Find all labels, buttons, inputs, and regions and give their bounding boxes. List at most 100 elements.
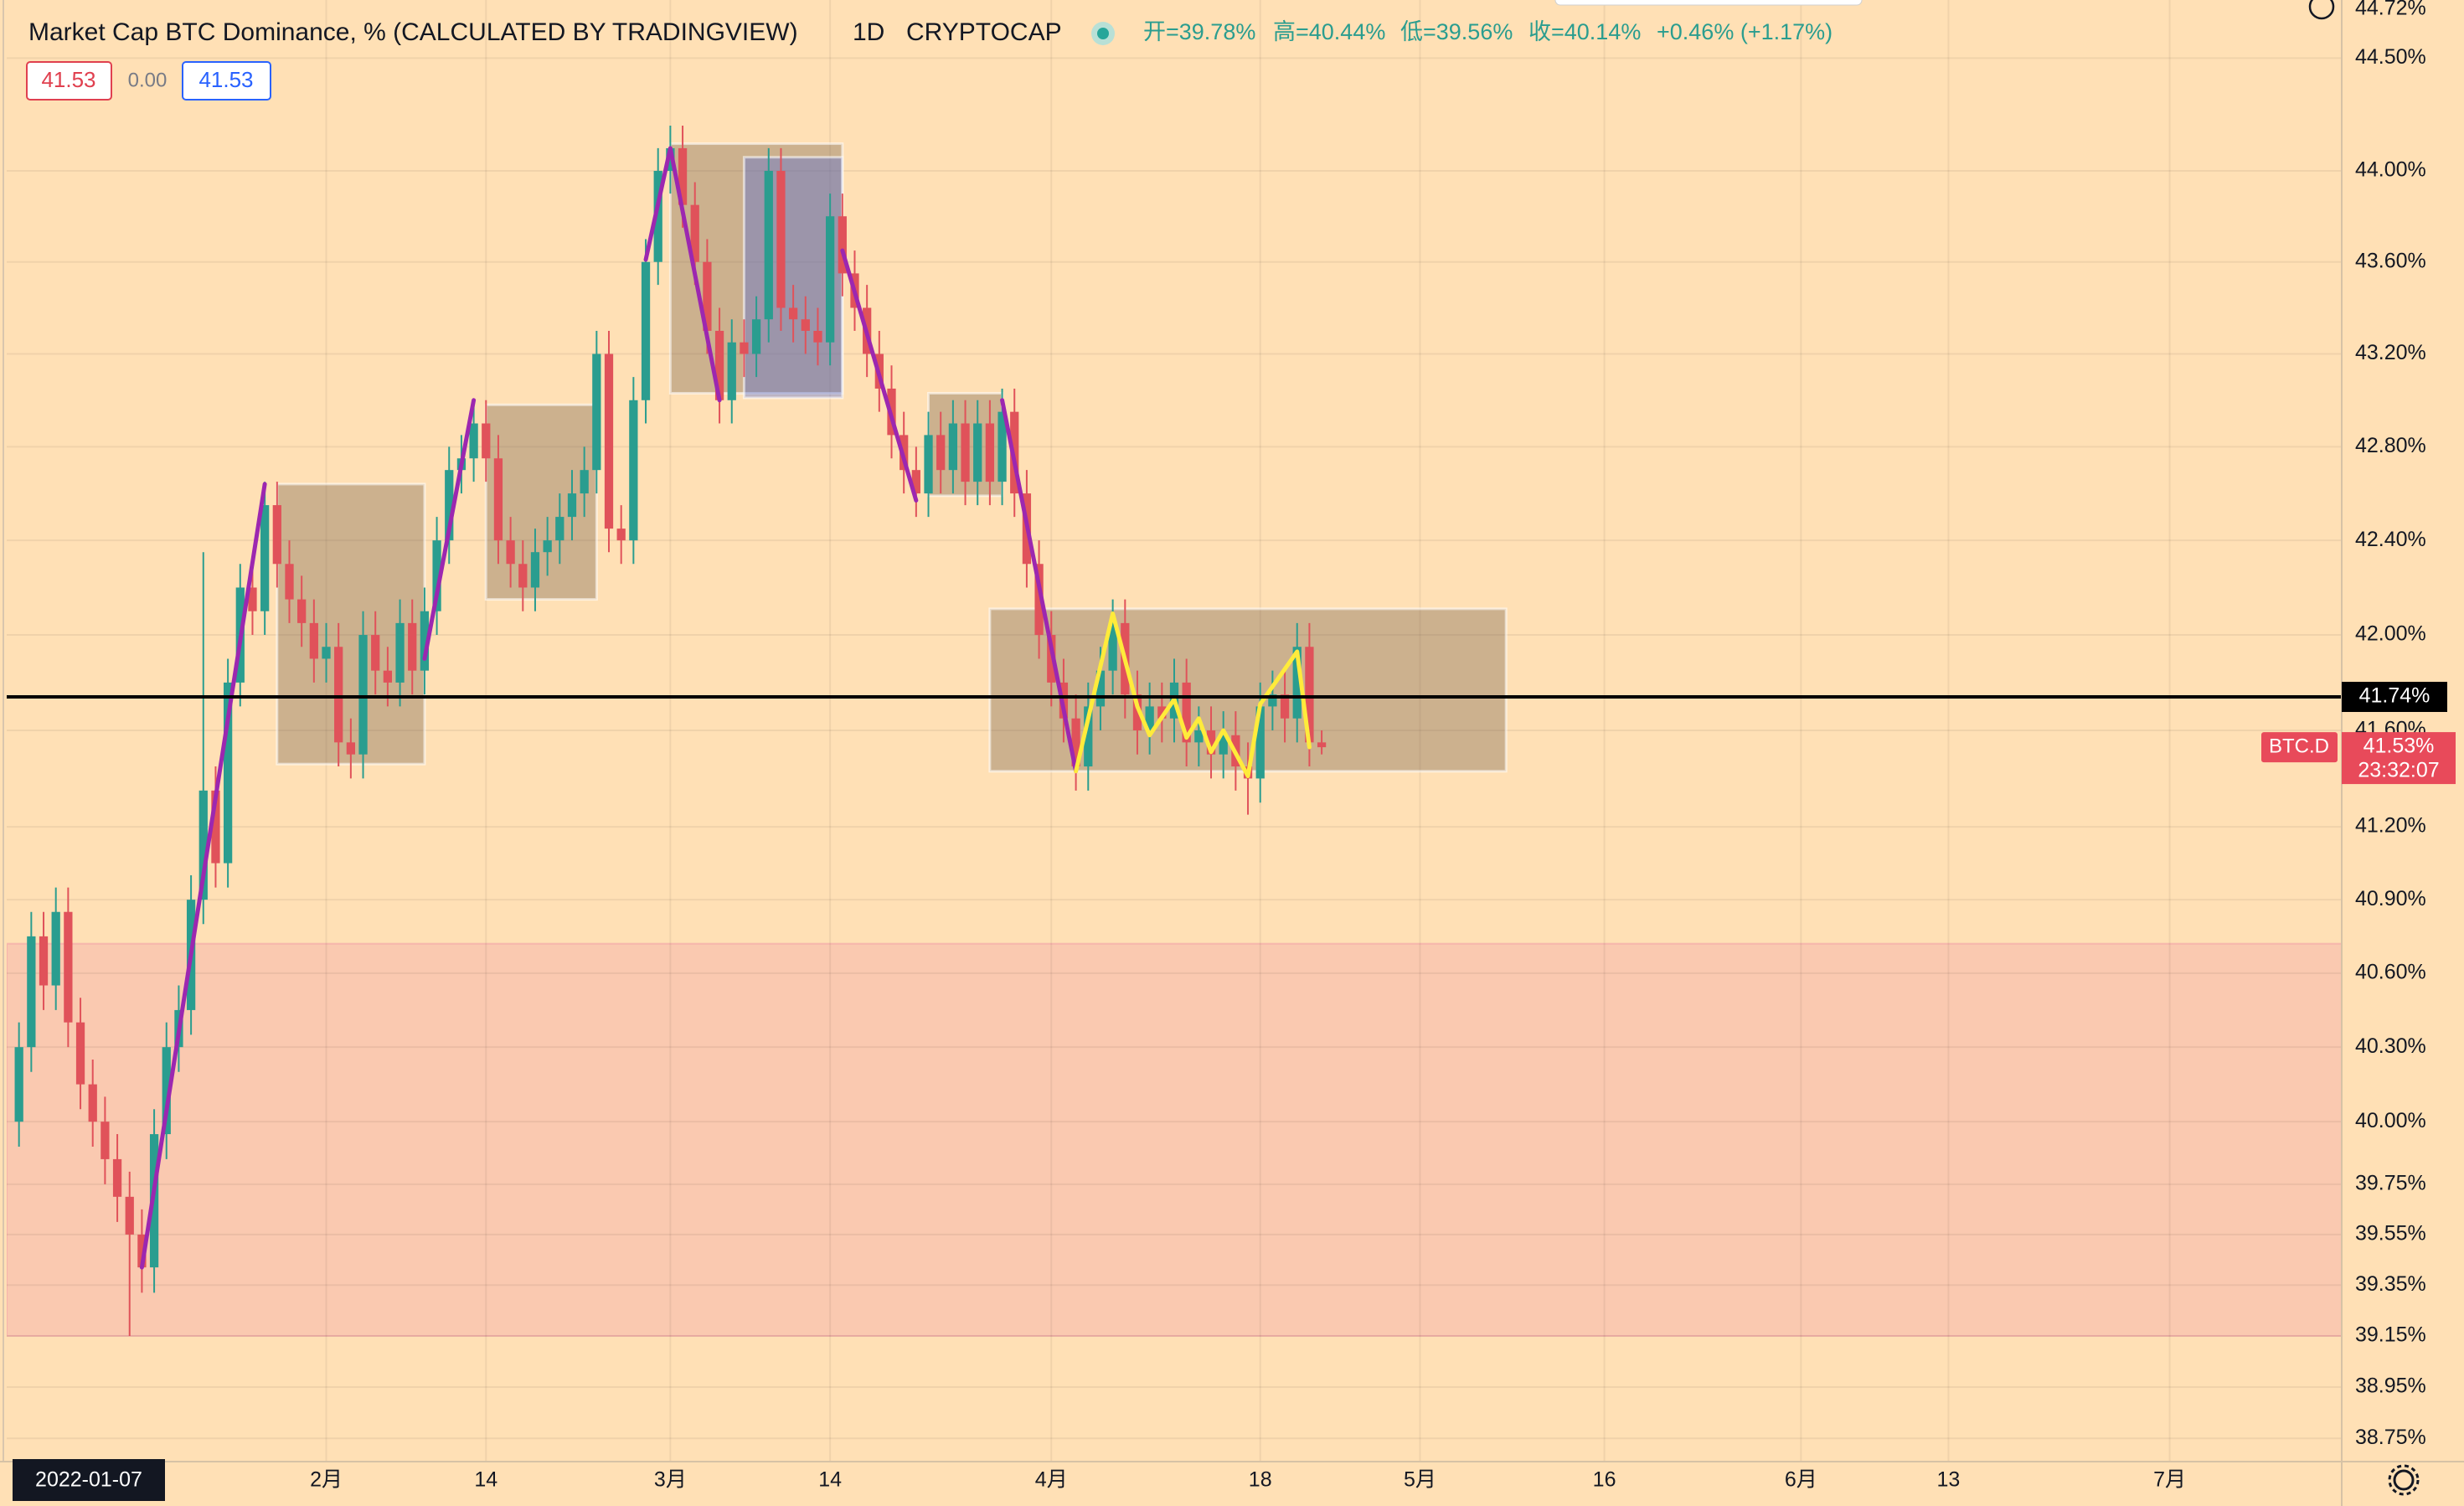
candle-body <box>297 599 307 623</box>
candle-body <box>666 147 675 171</box>
price-line-label: 41.74% <box>2359 684 2430 708</box>
candle-body <box>51 911 60 986</box>
candle-body <box>714 330 724 400</box>
x-tick-label: 4月 <box>1035 1468 1068 1492</box>
candle-body <box>997 411 1007 482</box>
crosshair-date: 2022-01-07 <box>35 1468 142 1492</box>
candle-body <box>27 936 36 1048</box>
countdown-label: 23:32:07 <box>2358 759 2439 782</box>
ohlc-close: 收=40.14% <box>1528 19 1641 44</box>
candle-body <box>740 342 749 354</box>
candle-body <box>973 423 982 482</box>
candle-body <box>248 587 257 611</box>
ohlc-low: 低=39.56% <box>1400 19 1513 44</box>
candle-body <box>88 1084 97 1122</box>
y-tick-label: 40.00% <box>2355 1109 2426 1132</box>
candle-body <box>616 529 626 541</box>
add-icon[interactable] <box>2308 0 2335 20</box>
candle-body <box>445 470 454 541</box>
settings-teeth[interactable] <box>2388 1464 2420 1496</box>
candle-body <box>924 435 933 494</box>
candle-body <box>1095 670 1106 707</box>
last-price-label: 41.53% <box>2363 735 2435 758</box>
x-tick-label: 7月 <box>2153 1468 2186 1492</box>
settings-icon[interactable] <box>2388 1464 2420 1496</box>
chart-title: Market Cap BTC Dominance, % (CALCULATED … <box>28 18 798 46</box>
y-tick-label: 44.00% <box>2355 158 2426 182</box>
candle-body <box>260 505 270 611</box>
candle-body <box>75 1022 85 1085</box>
x-tick-label: 14 <box>818 1468 842 1492</box>
trend-line <box>1074 611 1312 779</box>
candle-body <box>358 635 368 755</box>
x-tick-label: 6月 <box>1785 1468 1817 1492</box>
symbol-box <box>2261 732 2338 763</box>
candle-body <box>125 1196 134 1235</box>
x-tick-label: 18 <box>1249 1468 1272 1492</box>
candle-body <box>703 261 712 331</box>
ohlc-high: 高=40.44% <box>1273 19 1385 44</box>
candle-body <box>1047 635 1056 683</box>
candle-body <box>272 505 281 565</box>
candle-body <box>1071 718 1080 767</box>
settings-gear[interactable] <box>2393 1469 2415 1491</box>
candle-body <box>1305 647 1314 743</box>
candle-body <box>1280 694 1290 719</box>
candle-body <box>432 540 441 611</box>
candle-body <box>1317 742 1327 748</box>
trend-line <box>422 398 477 661</box>
candle-body <box>788 307 798 320</box>
candle-body <box>334 647 343 743</box>
candle-body <box>39 936 49 986</box>
y-tick-label: 41.20% <box>2355 814 2426 838</box>
interval[interactable]: 1D <box>853 18 884 46</box>
symbol-label: BTC.D <box>2269 735 2329 757</box>
candle-body <box>211 790 220 864</box>
candle-body <box>322 647 331 659</box>
crosshair-date-box <box>13 1459 165 1501</box>
x-tick-label: 2月 <box>310 1468 343 1492</box>
candle-body <box>801 319 810 331</box>
candle-body <box>1145 706 1154 731</box>
candle-body <box>813 330 822 343</box>
candle-body <box>101 1122 110 1159</box>
y-tick-label: 43.20% <box>2355 341 2426 364</box>
y-tick-label: 42.40% <box>2355 528 2426 551</box>
candle-body <box>1268 694 1277 707</box>
y-tick-label: 39.35% <box>2355 1272 2426 1296</box>
candle-body <box>64 911 73 1023</box>
indicator-box <box>26 61 112 101</box>
plot-area <box>7 0 2342 1462</box>
candle-body <box>727 342 736 400</box>
x-tick-label: 5月 <box>1404 1468 1436 1492</box>
status-dot <box>1097 28 1109 39</box>
candle-body <box>764 170 773 320</box>
candle-body <box>112 1158 122 1197</box>
y-tick-label: 38.75% <box>2355 1426 2426 1449</box>
candle-body <box>1157 706 1167 719</box>
candle-body <box>198 790 208 900</box>
candle-body <box>223 682 233 864</box>
x-tick-label: 14 <box>474 1468 497 1492</box>
candle-body <box>309 622 318 659</box>
y-tick-label: 42.80% <box>2355 434 2426 457</box>
ohlc-change: +0.46% (+1.17%) <box>1657 19 1833 44</box>
candle-body <box>653 170 662 262</box>
candle-body <box>408 622 417 671</box>
candle-body <box>530 552 540 588</box>
candle-body <box>1182 682 1191 743</box>
toolbar-edge <box>1554 0 1863 6</box>
candle-body <box>1084 706 1093 767</box>
candle-body <box>137 1234 147 1268</box>
y-tick-label: 38.95% <box>2355 1374 2426 1398</box>
y-tick-label: 39.15% <box>2355 1323 2426 1347</box>
x-tick-label: 16 <box>1593 1468 1616 1492</box>
y-tick-label: 39.55% <box>2355 1222 2426 1246</box>
y-tick-label: 40.90% <box>2355 887 2426 910</box>
y-tick-label: 43.60% <box>2355 249 2426 272</box>
candle-body <box>518 564 528 588</box>
candle-body <box>580 470 589 494</box>
crosshair-price-label: 44.72% <box>2355 0 2426 19</box>
x-tick-label: 3月 <box>654 1468 687 1492</box>
